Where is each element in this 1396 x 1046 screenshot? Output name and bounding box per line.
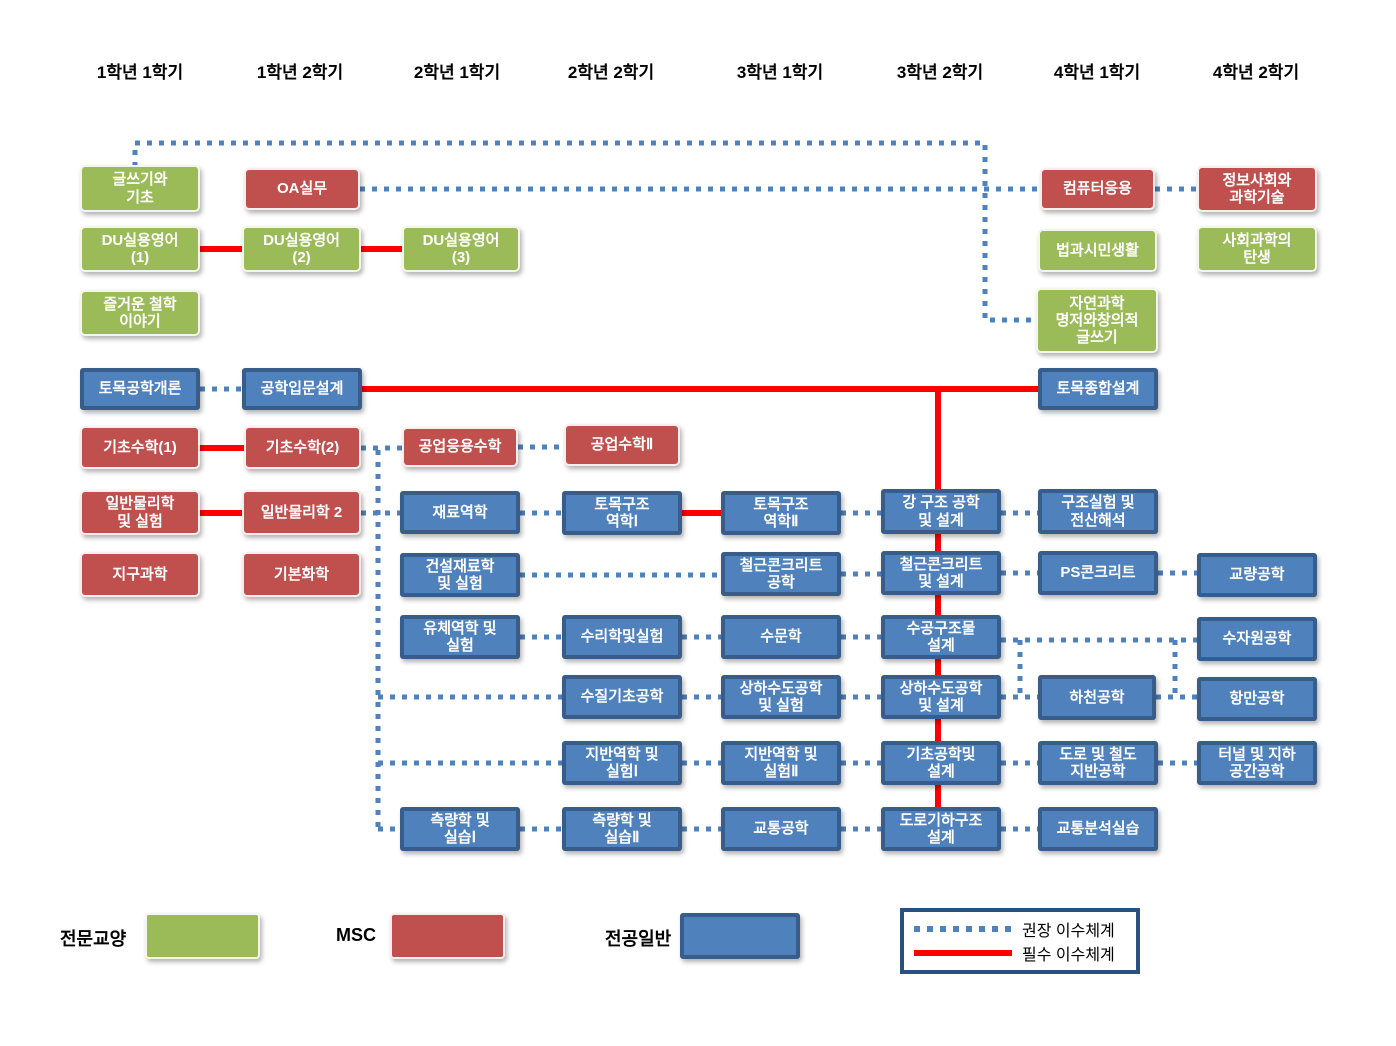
course-box: 수문학 [721, 615, 841, 659]
course-box: 철근콘크리트 공학 [721, 552, 841, 596]
course-box: 일반물리학 2 [242, 490, 361, 535]
semester-header: 1학년 1학기 [96, 63, 184, 82]
course-box: 공학입문설계 [242, 368, 362, 410]
course-box: 하천공학 [1038, 675, 1156, 720]
semester-header: 2학년 1학기 [413, 63, 501, 82]
line-legend-box: 권장 이수체계 필수 이수체계 [900, 908, 1140, 974]
course-box: 도로 및 철도 지반공학 [1038, 741, 1158, 785]
semester-header: 4학년 1학기 [1053, 63, 1141, 82]
course-box: 강 구조 공학 및 설계 [881, 489, 1001, 534]
semester-header: 2학년 2학기 [567, 63, 655, 82]
legend-row-recommended: 권장 이수체계 [914, 917, 1126, 941]
semester-header: 3학년 2학기 [896, 63, 984, 82]
course-box: 교통분석실습 [1038, 807, 1158, 851]
course-box: 공업수학Ⅱ [564, 424, 680, 466]
course-box: 수공구조물 설계 [881, 615, 1001, 659]
course-box: 유체역학 및 실험 [400, 615, 520, 659]
course-box: 도로기하구조 설계 [881, 807, 1001, 851]
legend-swatch-msc [390, 913, 505, 959]
course-box: PS콘크리트 [1038, 551, 1158, 595]
course-box: 자연과학 명저와창의적 글쓰기 [1036, 288, 1158, 353]
course-box: 기초공학및 설계 [881, 741, 1001, 785]
legend-label-msc: MSC [336, 925, 376, 945]
legend-label-liberal-arts: 전문교양 [60, 929, 127, 949]
course-box: 공업응용수학 [402, 427, 518, 467]
legend-label-required: 필수 이수체계 [1022, 947, 1115, 965]
course-box: 교통공학 [721, 807, 841, 851]
course-box: OA실무 [244, 168, 360, 210]
course-box: 지반역학 및 실험Ⅱ [721, 741, 841, 785]
course-box: 일반물리학 및 실험 [80, 490, 200, 535]
semester-header: 1학년 2학기 [256, 63, 344, 82]
solid-line-sample [914, 950, 1012, 957]
course-box: 즐거운 철학 이야기 [80, 290, 200, 336]
course-box: 상하수도공학 및 설계 [881, 675, 1001, 719]
course-box: 사회과학의 탄생 [1197, 226, 1317, 272]
course-box: 재료역학 [400, 491, 520, 534]
course-box: 상하수도공학 및 실험 [721, 675, 841, 719]
legend-label-major: 전공일반 [605, 929, 672, 949]
course-box: 법과시민생활 [1038, 229, 1157, 272]
course-box: 측량학 및 실습Ⅰ [400, 807, 520, 851]
course-box: 수자원공학 [1197, 617, 1317, 661]
course-box: 철근콘크리트 및 설계 [881, 551, 1001, 595]
course-box: 항만공학 [1197, 677, 1317, 721]
course-box: 토목종합설계 [1038, 368, 1158, 410]
dotted-line-sample [914, 925, 1012, 932]
course-box: 지반역학 및 실험Ⅰ [562, 741, 682, 785]
course-box: 정보사회와 과학기술 [1197, 166, 1317, 212]
course-box: DU실용영어 (2) [242, 226, 361, 272]
course-box: 수질기초공학 [562, 675, 682, 719]
legend-swatch-liberal-arts [145, 913, 260, 959]
course-box: 터널 및 지하 공간공학 [1197, 741, 1317, 785]
legend-row-required: 필수 이수체계 [914, 941, 1126, 965]
semester-header: 4학년 2학기 [1212, 63, 1300, 82]
course-box: 글쓰기와 기초 [80, 165, 200, 212]
course-box: DU실용영어 (3) [402, 226, 520, 272]
course-box: 지구과학 [80, 552, 200, 597]
course-box: 수리학및실험 [562, 615, 682, 659]
course-box: 토목구조 역학Ⅰ [562, 491, 682, 535]
course-box: 구조실험 및 전산해석 [1038, 489, 1158, 534]
course-box: DU실용영어 (1) [80, 226, 200, 272]
course-box: 건설재료학 및 실험 [400, 553, 520, 597]
course-box: 토목구조 역학Ⅱ [721, 491, 841, 535]
course-box: 기초수학(2) [244, 426, 361, 469]
semester-header: 3학년 1학기 [736, 63, 824, 82]
course-box: 기본화학 [242, 552, 361, 597]
course-box: 컴퓨터응용 [1040, 168, 1155, 210]
course-box: 기초수학(1) [80, 426, 200, 469]
course-box: 교량공학 [1197, 553, 1317, 597]
course-box: 토목공학개론 [80, 368, 200, 410]
recommended-connector [132, 140, 1036, 323]
legend-label-recommended: 권장 이수체계 [1022, 922, 1115, 940]
course-box: 측량학 및 실습Ⅱ [562, 807, 682, 851]
legend-swatch-major [680, 913, 800, 959]
